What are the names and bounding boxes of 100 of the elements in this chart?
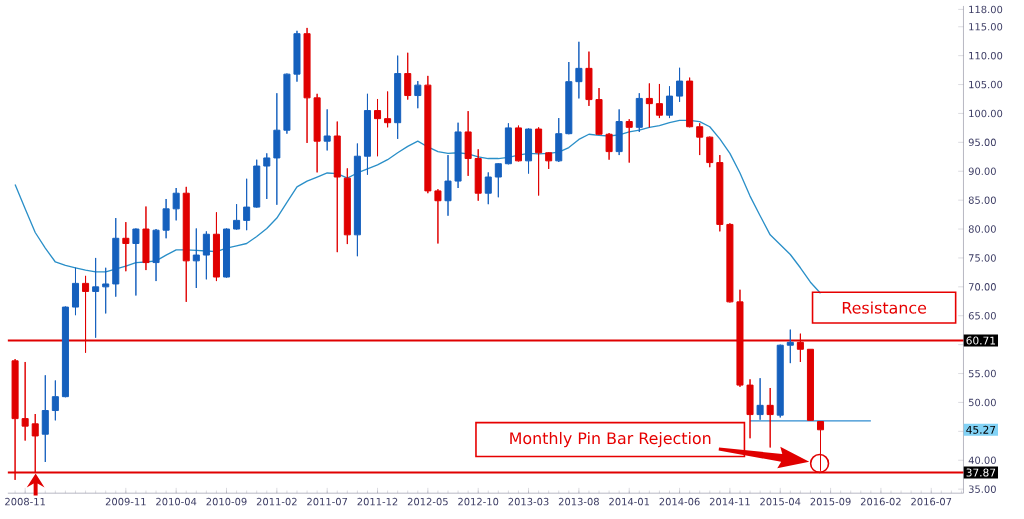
x-tick-label: 2014-11 [709, 497, 750, 506]
candlestick [303, 27, 311, 144]
candlestick [333, 121, 341, 253]
candlestick [716, 154, 724, 232]
y-tick-label: 35.00 [968, 485, 996, 493]
x-tick-label: 2011-07 [307, 497, 348, 506]
candlestick [343, 167, 351, 245]
candlestick [41, 374, 49, 463]
x-tick-label: 2016-07 [911, 497, 952, 506]
candlestick [625, 118, 633, 164]
y-tick-label: 95.00 [968, 138, 996, 147]
candlestick [122, 221, 130, 272]
candlestick [605, 132, 613, 161]
ref-line-label: 37.87 [966, 468, 996, 477]
x-tick-label: 2015-04 [760, 497, 801, 506]
x-tick-label: 2010-09 [206, 497, 247, 506]
y-tick-label: 55.00 [968, 369, 996, 378]
candlestick [152, 228, 160, 282]
x-tick-label: 2011-12 [357, 497, 398, 506]
annotation: 45.27 [966, 425, 996, 434]
candlestick [102, 267, 110, 314]
candlestick [253, 159, 261, 209]
candlestick [726, 222, 734, 303]
x-tick-label: 2013-03 [508, 497, 549, 506]
candlestick [394, 55, 402, 140]
candlestick [353, 143, 361, 257]
candlestick [202, 230, 210, 280]
candlestick [182, 186, 190, 303]
candlestick [595, 87, 603, 136]
candlestick [243, 178, 251, 231]
candlestick [192, 227, 200, 289]
candlestick [504, 122, 512, 165]
y-tick-label: 110.00 [969, 51, 1003, 60]
candlestick [484, 171, 492, 205]
x-tick-label: 2013-08 [558, 497, 599, 506]
y-tick-label: 75.00 [968, 254, 996, 262]
candlestick [645, 82, 653, 128]
y-tick-label: 70.00 [968, 283, 996, 291]
x-tick-label: 2008-11 [5, 497, 45, 506]
candlestick [464, 110, 472, 177]
candlestick [434, 188, 442, 244]
candlestick [92, 257, 100, 339]
candlestick [142, 206, 150, 271]
x-tick-label: 2010-04 [156, 497, 197, 506]
candlestick [686, 77, 694, 128]
y-tick-label: 85.00 [968, 196, 996, 204]
candlestick [746, 378, 754, 439]
candlestick [444, 154, 452, 217]
candlestick [454, 122, 462, 189]
candlestick [323, 108, 331, 151]
x-tick-label: 2009-11 [105, 497, 146, 506]
candlestick [706, 136, 714, 168]
candlestick [313, 93, 321, 173]
candlestick [61, 305, 69, 398]
candlestick [374, 98, 382, 157]
x-tick-label: 2014-06 [659, 497, 700, 506]
candlestick [293, 30, 301, 83]
candlestick [71, 267, 80, 316]
candlestick [756, 377, 764, 421]
candlestick [414, 80, 422, 109]
ref-line-label: 60.71 [966, 336, 996, 345]
candlestick [222, 227, 231, 279]
candlestick [565, 61, 573, 135]
candlestick [404, 52, 412, 101]
x-tick-label: 2012-10 [458, 497, 499, 506]
candlestick [212, 211, 220, 282]
candlestick [51, 379, 59, 421]
candlestick [132, 227, 140, 297]
y-tick-label: 90.00 [968, 167, 996, 175]
y-tick-label: 65.00 [968, 311, 996, 320]
candlestick [535, 126, 543, 197]
y-tick-label: 105.00 [969, 80, 1003, 89]
candlestick [776, 344, 784, 418]
candlestick [233, 203, 241, 231]
y-tick-label: 118.00 [969, 5, 1003, 14]
candlestick [162, 198, 170, 239]
candlestick [283, 73, 291, 135]
candlestick [786, 329, 794, 364]
y-tick-label: 80.00 [968, 225, 996, 233]
candlestick [655, 83, 663, 119]
candlestick [384, 90, 392, 128]
candlestick [514, 125, 522, 162]
candlestick [676, 67, 684, 103]
y-tick-label: 115.00 [969, 23, 1003, 31]
candlestick [575, 41, 583, 99]
candlestick [112, 217, 120, 298]
candlestick [545, 151, 553, 170]
candlestick [635, 92, 643, 133]
candlestick [585, 51, 593, 107]
candlestick [172, 187, 180, 221]
candlestick [665, 85, 674, 119]
candlestick [494, 162, 502, 198]
candlestick [424, 75, 432, 194]
annotation: Monthly Pin Bar Rejection [510, 431, 711, 448]
candlestick [474, 148, 482, 202]
x-tick-label: 2015-09 [810, 497, 851, 506]
x-tick-label: 2014-01 [609, 497, 650, 506]
candlestick [555, 117, 563, 163]
candlestick [525, 127, 533, 175]
annotation: Resistance [842, 301, 927, 314]
